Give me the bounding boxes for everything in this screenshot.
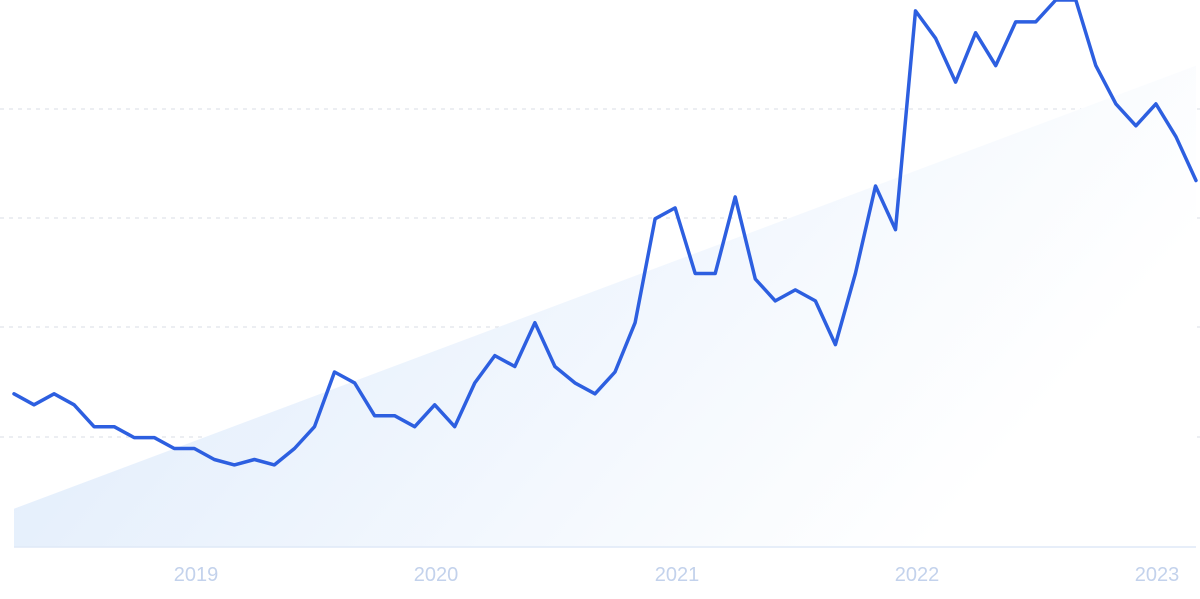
x-tick-label: 2022 [895, 564, 940, 586]
x-tick-label: 2023 [1135, 564, 1180, 586]
data-point [1154, 102, 1158, 106]
data-point [793, 288, 797, 292]
data-point [914, 9, 918, 13]
data-point [693, 272, 697, 276]
data-point [393, 414, 397, 418]
data-point [72, 403, 76, 407]
data-point [433, 403, 437, 407]
data-point [1034, 20, 1038, 24]
data-point [1114, 102, 1118, 106]
data-point [272, 463, 276, 467]
data-point [1194, 179, 1198, 183]
data-point [373, 414, 377, 418]
data-point [974, 31, 978, 35]
data-point [32, 403, 36, 407]
trend-area [14, 65, 1196, 547]
data-point [853, 272, 857, 276]
data-point [12, 392, 16, 396]
data-point [413, 425, 417, 429]
x-axis-ticks: 2019 2020 2021 2022 2023 [174, 564, 1180, 586]
data-point [533, 321, 537, 325]
data-point [773, 299, 777, 303]
data-point [1174, 135, 1178, 139]
data-point [353, 381, 357, 385]
data-point [473, 381, 477, 385]
data-point [333, 370, 337, 374]
data-point [593, 392, 597, 396]
data-point [152, 436, 156, 440]
data-point [633, 321, 637, 325]
data-point [653, 217, 657, 221]
data-point [1014, 20, 1018, 24]
data-point [713, 272, 717, 276]
data-point [753, 277, 757, 281]
data-point [212, 458, 216, 462]
data-point [613, 370, 617, 374]
data-point [112, 425, 116, 429]
data-point [92, 425, 96, 429]
data-point [954, 80, 958, 84]
data-point [493, 354, 497, 358]
data-point [553, 365, 557, 369]
x-tick-label: 2019 [174, 564, 219, 586]
data-point [874, 184, 878, 188]
data-point [833, 343, 837, 347]
data-point [934, 36, 938, 40]
data-point [894, 228, 898, 232]
data-point [313, 425, 317, 429]
data-point [813, 299, 817, 303]
data-point [1134, 124, 1138, 128]
data-point [513, 365, 517, 369]
data-point [52, 392, 56, 396]
data-point [573, 381, 577, 385]
series-line [12, 0, 1198, 467]
data-point [232, 463, 236, 467]
data-point [192, 447, 196, 451]
data-point [252, 458, 256, 462]
data-point [293, 447, 297, 451]
data-point [1094, 64, 1098, 68]
data-point [673, 206, 677, 210]
data-point [994, 64, 998, 68]
data-point [132, 436, 136, 440]
x-tick-label: 2020 [414, 564, 459, 586]
x-tick-label: 2021 [655, 564, 700, 586]
data-point [172, 447, 176, 451]
data-point [453, 425, 457, 429]
data-point [733, 195, 737, 199]
